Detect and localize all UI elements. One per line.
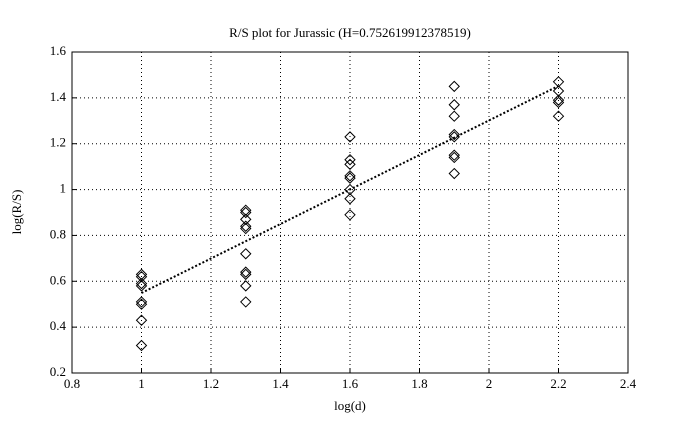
y-tick-label: 1 xyxy=(60,181,67,196)
x-tick-label: 2 xyxy=(486,376,493,391)
chart-title: R/S plot for Jurassic (H=0.7526199123785… xyxy=(229,25,471,40)
data-point xyxy=(135,298,148,310)
data-point xyxy=(448,80,460,93)
data-point xyxy=(448,167,460,180)
data-point xyxy=(448,110,460,122)
data-point xyxy=(552,96,565,109)
data-point xyxy=(344,131,356,143)
x-tick-label: 1.2 xyxy=(203,376,219,391)
data-point xyxy=(135,280,148,292)
y-tick-label: 0.8 xyxy=(50,226,66,241)
data-point xyxy=(240,206,252,219)
fit-line xyxy=(141,85,559,294)
data-point xyxy=(135,268,148,281)
x-axis-label: log(d) xyxy=(334,398,366,413)
plot-frame xyxy=(71,51,629,374)
data-point xyxy=(448,99,460,111)
x-tick-label: 2.2 xyxy=(550,376,566,391)
y-tick-label: 1.6 xyxy=(50,43,67,58)
data-point xyxy=(344,172,356,184)
x-tick-label: 1.6 xyxy=(342,376,359,391)
data-point xyxy=(552,85,565,97)
y-tick-label: 0.4 xyxy=(50,318,67,333)
data-point xyxy=(448,149,460,161)
y-tick-label: 0.2 xyxy=(50,364,66,379)
data-point xyxy=(552,94,565,106)
data-point xyxy=(240,204,252,216)
data-point xyxy=(344,158,356,171)
data-point xyxy=(135,339,148,352)
x-tick-label: 1 xyxy=(138,376,145,391)
data-point xyxy=(135,296,148,308)
data-point xyxy=(448,151,460,164)
x-tick-label: 2.4 xyxy=(620,376,637,391)
data-point xyxy=(135,277,148,290)
data-point xyxy=(240,268,252,281)
data-point xyxy=(448,128,460,141)
y-axis-label: log(R/S) xyxy=(9,190,24,235)
y-tick-label: 0.6 xyxy=(50,272,67,287)
data-point xyxy=(552,110,565,122)
data-point xyxy=(240,220,252,232)
x-tick-label: 0.8 xyxy=(64,376,80,391)
data-point xyxy=(240,222,252,235)
data-point xyxy=(135,270,148,283)
data-point xyxy=(240,296,252,308)
x-tick-label: 1.4 xyxy=(272,376,289,391)
data-point xyxy=(344,170,356,182)
data-point xyxy=(240,266,252,278)
data-point xyxy=(135,314,148,326)
x-tick-label: 1.8 xyxy=(411,376,427,391)
data-point xyxy=(240,248,252,260)
y-tick-label: 1.2 xyxy=(50,135,66,150)
data-point xyxy=(240,213,252,226)
data-point xyxy=(344,154,356,166)
data-point xyxy=(344,209,356,221)
data-point xyxy=(240,280,252,292)
data-point xyxy=(344,193,356,205)
y-tick-label: 1.4 xyxy=(50,89,67,104)
